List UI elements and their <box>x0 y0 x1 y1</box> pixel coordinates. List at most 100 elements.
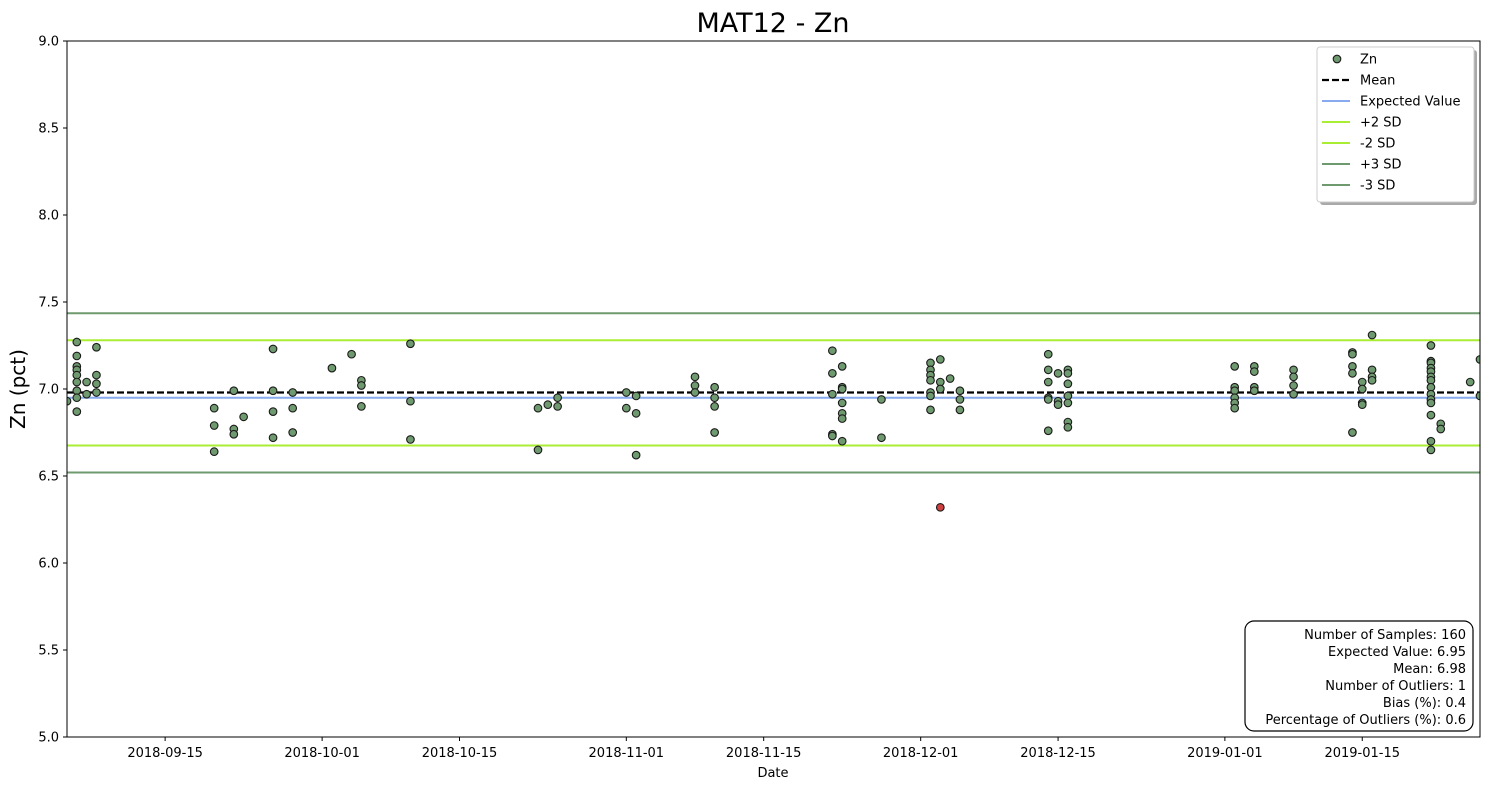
legend-label: +2 SD <box>1360 116 1402 131</box>
y-axis-label: Zn (pct) <box>6 349 30 429</box>
data-point <box>1367 330 1377 340</box>
data-point <box>935 384 945 394</box>
data-point <box>288 428 298 437</box>
data-point <box>828 389 837 399</box>
data-point <box>955 395 965 404</box>
data-point <box>621 403 631 413</box>
data-point <box>1426 341 1436 350</box>
data-point <box>553 402 562 411</box>
data-point <box>72 351 82 361</box>
x-tick-label: 2018-10-01 <box>284 746 360 761</box>
plot-area: 5.0 5.5 6.0 6.5 7.0 7.5 8.0 8.5 9.0 2018-09-15 201… <box>38 35 1481 761</box>
x-tick-label: 2018-11-01 <box>589 746 665 761</box>
data-point <box>288 403 298 413</box>
y-tick-label: 7.5 <box>38 296 59 311</box>
y-tick-label: 8.0 <box>38 209 59 224</box>
data-point <box>357 402 366 411</box>
data-point <box>828 431 837 441</box>
data-point <box>229 386 239 396</box>
data-point <box>92 370 101 380</box>
data-point <box>837 384 847 394</box>
data-point <box>288 388 298 397</box>
data-point <box>406 339 415 349</box>
data-point <box>82 377 91 387</box>
data-point <box>837 414 847 423</box>
reference-lines <box>67 312 1480 474</box>
legend-label: -2 SD <box>1360 137 1395 152</box>
data-point <box>955 386 965 396</box>
data-point <box>926 405 935 415</box>
data-point <box>1357 384 1367 394</box>
data-point <box>268 386 278 396</box>
data-point <box>1436 424 1446 434</box>
data-point <box>1249 367 1259 376</box>
data-point <box>1249 386 1259 396</box>
stats-frame <box>1244 620 1474 732</box>
data-point <box>239 412 248 422</box>
data-point <box>92 342 101 352</box>
data-point <box>710 393 719 403</box>
data-point <box>1289 381 1298 390</box>
data-point <box>268 407 278 416</box>
legend-label: Mean <box>1360 74 1395 89</box>
data-point <box>406 396 415 406</box>
y-tick-label: 7.0 <box>38 383 59 398</box>
data-point <box>710 382 719 392</box>
data-point <box>92 388 101 397</box>
data-point <box>1289 372 1298 382</box>
data-point <box>935 355 945 364</box>
data-point <box>1348 368 1357 378</box>
data-point <box>1043 426 1053 436</box>
data-point <box>1289 389 1298 399</box>
data-point <box>92 379 101 389</box>
data-point <box>327 363 337 373</box>
stats-line: Mean: 6.98 <box>1393 662 1466 677</box>
data-point <box>1230 362 1240 371</box>
data-point <box>631 391 641 401</box>
data-point <box>1053 400 1063 410</box>
data-point <box>209 403 219 413</box>
data-point <box>1230 403 1240 413</box>
data-point <box>1426 445 1436 455</box>
legend-label: Expected Value <box>1360 95 1460 110</box>
data-point <box>209 447 219 456</box>
data-point <box>82 389 91 399</box>
data-point <box>837 362 847 371</box>
x-tick-label: 2018-09-15 <box>127 746 203 761</box>
data-point <box>1063 398 1073 408</box>
data-point <box>1426 410 1436 420</box>
data-point <box>690 372 700 382</box>
y-tick-label: 5.5 <box>38 644 59 659</box>
stats-line: Number of Outliers: 1 <box>1325 679 1466 694</box>
data-point <box>1465 377 1475 387</box>
data-points <box>67 330 1480 512</box>
legend-marker <box>1332 54 1342 64</box>
y-tick-label: 9.0 <box>38 35 59 50</box>
data-point <box>268 433 278 443</box>
x-tick-label: 2018-12-01 <box>883 746 959 761</box>
x-tick-label: 2018-12-15 <box>1020 746 1096 761</box>
legend-label: -3 SD <box>1360 179 1395 194</box>
data-point <box>347 349 356 359</box>
data-point <box>406 435 415 444</box>
legend-frame <box>1316 46 1475 203</box>
x-tick-label: 2019-01-01 <box>1187 746 1263 761</box>
data-point <box>1426 398 1436 408</box>
x-tick-label: 2018-10-15 <box>422 746 498 761</box>
data-point <box>877 395 886 404</box>
outlier-point <box>935 502 945 512</box>
stats-box: Number of Samples: 160 Expected Value: 6.… <box>1244 620 1474 732</box>
x-tick-label: 2019-01-15 <box>1324 746 1400 761</box>
data-point <box>1043 365 1053 375</box>
data-point <box>1043 377 1053 387</box>
data-point <box>631 409 641 418</box>
stats-line: Expected Value: 6.95 <box>1328 645 1466 660</box>
x-axis-label: Date <box>757 766 788 781</box>
data-point <box>1348 428 1357 437</box>
data-point <box>553 393 562 403</box>
legend: Zn Mean Expected Value +2 SD -2 SD +3 SD -3 SD <box>1316 46 1477 205</box>
data-point <box>710 428 719 437</box>
data-point <box>945 374 955 383</box>
data-point <box>1053 368 1063 378</box>
data-point <box>621 388 631 397</box>
